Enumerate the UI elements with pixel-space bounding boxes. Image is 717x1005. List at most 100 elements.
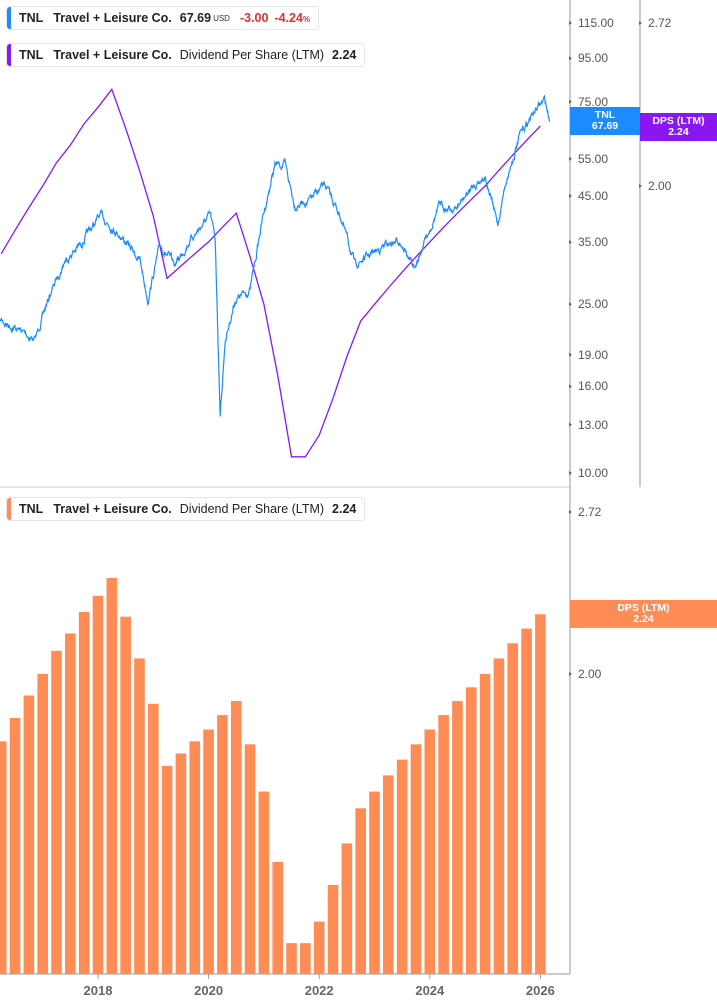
dps-axis-tick: 2.00 <box>648 179 672 193</box>
dps-bar <box>300 943 311 974</box>
legend-dps-top[interactable]: TNL Travel + Leisure Co. Dividend Per Sh… <box>6 43 366 67</box>
dps-bar <box>120 616 131 974</box>
legend-dps-bottom[interactable]: TNL Travel + Leisure Co. Dividend Per Sh… <box>6 497 366 521</box>
price-axis-tick: 115.00 <box>578 16 614 30</box>
legend-company: Travel + Leisure Co. <box>53 48 172 62</box>
bar-axis-tick: 2.72 <box>578 505 602 519</box>
dps-bar <box>23 695 35 974</box>
dps-bar <box>313 921 325 974</box>
x-axis-label: 2024 <box>415 983 445 998</box>
x-axis-label: 2020 <box>194 983 224 998</box>
legend-dps-value: 2.24 <box>332 502 357 516</box>
legend-ticker: TNL <box>19 11 44 25</box>
dps-bottom-tag: DPS (LTM) 2.24 <box>570 600 717 628</box>
price-line <box>0 94 551 417</box>
dps-bar <box>189 741 201 974</box>
legend-change: -3.00 <box>239 11 269 25</box>
dps-bar <box>396 759 408 974</box>
price-tag-label: TNL <box>594 109 616 121</box>
tick-marker <box>569 384 572 389</box>
dps-bar <box>244 744 256 974</box>
dps-bar <box>106 577 118 974</box>
tick-marker <box>639 184 642 188</box>
dps-top-tag: DPS (LTM) 2.24 <box>640 113 717 141</box>
dps-bar <box>479 674 491 974</box>
dps-tag-label: DPS (LTM) <box>617 602 670 614</box>
dps-line <box>0 87 541 458</box>
legend-ticker: TNL <box>19 502 44 516</box>
dps-bar <box>535 614 546 974</box>
price-axis-tick: 13.00 <box>578 417 609 432</box>
dps-bar <box>9 717 21 974</box>
legend-currency: USD <box>213 13 230 23</box>
dps-bar <box>438 715 449 974</box>
dps-bar <box>493 658 505 974</box>
tick-marker <box>569 21 572 25</box>
tick-marker <box>569 510 572 514</box>
dps-tag-value: 2.24 <box>668 126 689 138</box>
percent-sign: % <box>302 15 311 24</box>
tick-marker <box>569 56 572 61</box>
price-axis-tick: 35.00 <box>578 235 609 250</box>
dps-bar <box>452 701 463 974</box>
price-axis-tick: 19.00 <box>578 347 609 362</box>
dps-bar <box>521 628 532 974</box>
dps-bar <box>148 703 159 974</box>
series-color-marker <box>7 498 11 520</box>
dps-bar <box>465 687 477 974</box>
dps-bar <box>203 729 214 974</box>
dps-axis-tick: 2.72 <box>648 16 672 30</box>
dps-bar <box>0 741 7 974</box>
dps-bar <box>161 765 173 974</box>
tick-marker <box>569 240 572 245</box>
price-axis-tick: 95.00 <box>578 51 609 66</box>
dps-bar <box>341 843 353 974</box>
dps-bar <box>507 643 519 974</box>
tick-marker <box>569 471 572 475</box>
dps-bar <box>355 808 366 974</box>
series-color-marker <box>7 44 11 66</box>
dps-bar <box>37 674 48 974</box>
dps-bar <box>217 715 228 974</box>
dps-bar <box>65 633 76 974</box>
tick-marker <box>569 672 572 676</box>
x-axis-label: 2022 <box>304 983 334 998</box>
bar-axis-tick: 2.00 <box>578 667 602 681</box>
legend-metric: Dividend Per Share (LTM) <box>179 502 325 516</box>
price-axis-tick: 75.00 <box>578 94 609 109</box>
legend-dps-value: 2.24 <box>332 48 357 62</box>
dps-bar <box>92 595 104 974</box>
dps-bar <box>51 650 62 974</box>
dps-bar <box>175 753 187 974</box>
legend-company: Travel + Leisure Co. <box>53 502 172 516</box>
x-axis-label: 2018 <box>83 983 113 998</box>
legend-company: Travel + Leisure Co. <box>53 11 172 25</box>
price-axis-tick: 25.00 <box>578 297 609 312</box>
tick-marker <box>569 422 572 427</box>
dps-bar <box>327 884 339 974</box>
price-axis-tick: 55.00 <box>578 151 609 166</box>
price-axis-tick: 16.00 <box>578 379 609 394</box>
dps-bar <box>424 729 436 974</box>
tick-marker <box>569 156 572 161</box>
price-axis-tick: 45.00 <box>578 188 609 203</box>
dps-bar <box>134 658 145 974</box>
x-axis-label: 2026 <box>525 983 555 998</box>
tick-marker <box>569 352 572 357</box>
dps-tag-value: 2.24 <box>633 613 654 625</box>
price-axis-tick: 10.00 <box>578 466 609 480</box>
dps-bar <box>286 943 297 974</box>
dps-bar <box>258 791 270 974</box>
legend-price-value: 67.69 <box>179 11 212 25</box>
series-color-marker <box>7 7 11 29</box>
tick-marker <box>569 302 572 307</box>
legend-price[interactable]: TNL Travel + Leisure Co. 67.69 USD -3.00… <box>6 6 320 30</box>
dps-tag-label: DPS (LTM) <box>652 115 705 127</box>
dps-bar <box>272 861 284 974</box>
price-tag: TNL 67.69 <box>570 107 640 135</box>
legend-metric: Dividend Per Share (LTM) <box>179 48 325 62</box>
dps-bar <box>230 701 242 974</box>
tick-marker <box>639 21 642 25</box>
tick-marker <box>569 99 572 104</box>
